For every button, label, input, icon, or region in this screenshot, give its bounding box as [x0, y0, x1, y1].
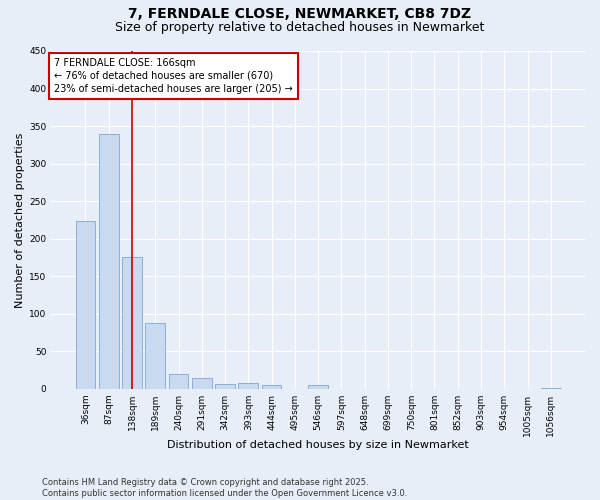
Bar [145, 323, 165, 389]
Bar [215, 384, 235, 389]
Text: Contains HM Land Registry data © Crown copyright and database right 2025.
Contai: Contains HM Land Registry data © Crown c… [42, 478, 407, 498]
Bar [122, 258, 142, 389]
Text: 7 FERNDALE CLOSE: 166sqm
← 76% of detached houses are smaller (670)
23% of semi-: 7 FERNDALE CLOSE: 166sqm ← 76% of detach… [54, 58, 293, 94]
Text: 7, FERNDALE CLOSE, NEWMARKET, CB8 7DZ: 7, FERNDALE CLOSE, NEWMARKET, CB8 7DZ [128, 8, 472, 22]
Bar [192, 378, 212, 389]
Bar [169, 374, 188, 389]
Text: Size of property relative to detached houses in Newmarket: Size of property relative to detached ho… [115, 21, 485, 34]
Bar [262, 385, 281, 389]
Bar [238, 383, 258, 389]
Bar [541, 388, 561, 389]
Y-axis label: Number of detached properties: Number of detached properties [15, 132, 25, 308]
Bar [308, 385, 328, 389]
Bar [76, 220, 95, 389]
Bar [99, 134, 119, 389]
X-axis label: Distribution of detached houses by size in Newmarket: Distribution of detached houses by size … [167, 440, 469, 450]
